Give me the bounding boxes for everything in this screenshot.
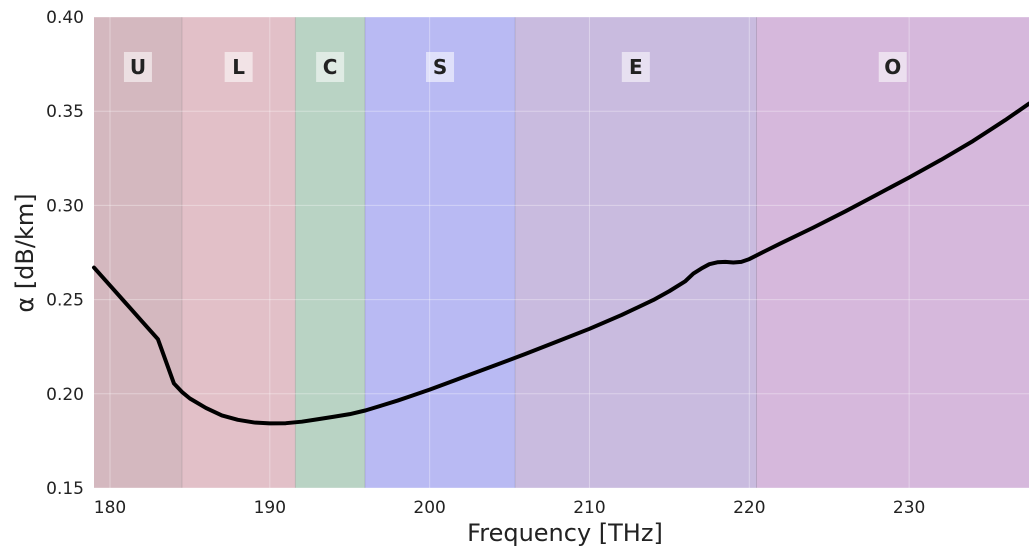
x-axis-label: Frequency [THz] (467, 519, 663, 547)
y-tick-label: 0.15 (46, 479, 84, 499)
band-label-box (621, 52, 650, 82)
band-label-s: S (433, 55, 447, 79)
y-tick-label: 0.35 (46, 102, 84, 122)
x-axis-ticks: 180 190 200 210 220 230 (94, 498, 926, 518)
grid-lines (94, 16, 1029, 489)
band-label-box (123, 52, 152, 82)
spectral-bands (94, 17, 1029, 488)
y-axis-label: α [dB/km] (11, 193, 39, 312)
y-axis-ticks: 0.15 0.20 0.25 0.30 0.35 0.40 (46, 8, 84, 499)
band-label-e: E (629, 55, 643, 79)
band-label-u: U (130, 55, 146, 79)
y-tick-label: 0.20 (46, 385, 84, 405)
x-tick-label: 180 (94, 498, 126, 518)
x-tick-label: 220 (733, 498, 765, 518)
band-label-box (224, 52, 253, 82)
band-c (295, 17, 365, 488)
band-label-c: C (323, 55, 338, 79)
band-label-box (878, 52, 907, 82)
x-tick-label: 230 (893, 498, 925, 518)
y-tick-label: 0.40 (46, 8, 84, 28)
band-label-box (426, 52, 455, 82)
attenuation-curve (92, 101, 1029, 426)
y-tick-label: 0.25 (46, 291, 84, 311)
band-label-l: L (232, 55, 245, 79)
y-tick-label: 0.30 (46, 196, 84, 216)
band-label-o: O (884, 55, 901, 79)
x-tick-label: 200 (413, 498, 445, 518)
x-tick-label: 210 (573, 498, 605, 518)
band-e (515, 17, 757, 488)
band-u (94, 17, 182, 488)
band-label-box (316, 52, 345, 82)
band-s (364, 17, 516, 488)
attenuation-series (92, 101, 1029, 426)
x-tick-label: 190 (254, 498, 286, 518)
band-o (756, 17, 1029, 488)
band-l (181, 17, 296, 488)
